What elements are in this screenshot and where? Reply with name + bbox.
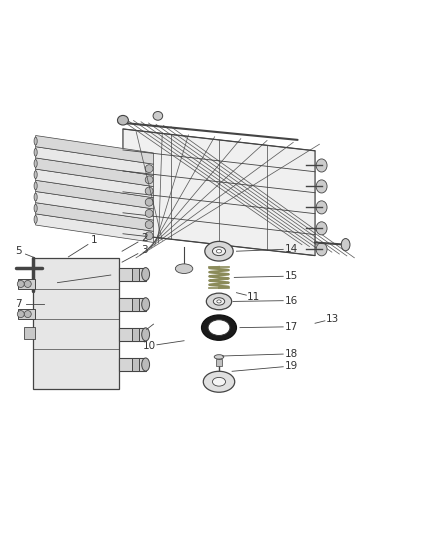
Polygon shape: [35, 214, 153, 243]
Polygon shape: [35, 169, 153, 198]
Ellipse shape: [142, 268, 150, 281]
Text: 9: 9: [137, 329, 144, 339]
Circle shape: [17, 280, 24, 287]
Ellipse shape: [316, 222, 327, 235]
Polygon shape: [123, 129, 315, 256]
Polygon shape: [35, 191, 153, 220]
Text: 5: 5: [15, 246, 21, 256]
Polygon shape: [35, 158, 153, 187]
Text: 17: 17: [284, 322, 298, 332]
FancyBboxPatch shape: [119, 328, 146, 341]
Ellipse shape: [316, 243, 327, 256]
FancyBboxPatch shape: [24, 327, 35, 339]
FancyBboxPatch shape: [18, 309, 35, 319]
FancyBboxPatch shape: [119, 268, 146, 281]
Text: 14: 14: [284, 244, 298, 254]
Ellipse shape: [117, 116, 128, 125]
Ellipse shape: [206, 293, 232, 310]
Text: 13: 13: [326, 314, 339, 324]
Ellipse shape: [316, 159, 327, 172]
Ellipse shape: [175, 264, 193, 273]
Ellipse shape: [205, 241, 233, 261]
Ellipse shape: [34, 193, 37, 201]
Text: 18: 18: [284, 349, 298, 359]
Text: 11: 11: [247, 292, 261, 302]
Ellipse shape: [212, 247, 226, 256]
Circle shape: [24, 311, 31, 318]
Ellipse shape: [201, 315, 237, 340]
Ellipse shape: [153, 111, 162, 120]
Ellipse shape: [216, 249, 222, 253]
Text: 4: 4: [115, 269, 122, 279]
Ellipse shape: [208, 320, 230, 335]
Text: 1: 1: [91, 235, 98, 245]
Ellipse shape: [213, 298, 225, 305]
Polygon shape: [35, 147, 153, 175]
Text: 19: 19: [284, 361, 298, 371]
Ellipse shape: [341, 239, 350, 251]
Polygon shape: [35, 180, 153, 209]
FancyBboxPatch shape: [18, 279, 35, 289]
FancyBboxPatch shape: [216, 359, 222, 366]
Ellipse shape: [145, 187, 153, 195]
Ellipse shape: [142, 298, 150, 311]
Ellipse shape: [34, 137, 37, 145]
Ellipse shape: [34, 215, 37, 223]
Circle shape: [24, 280, 31, 287]
Ellipse shape: [145, 165, 153, 173]
Text: 3: 3: [141, 245, 148, 255]
Ellipse shape: [212, 377, 226, 386]
Ellipse shape: [145, 209, 153, 217]
FancyBboxPatch shape: [132, 298, 139, 311]
FancyBboxPatch shape: [132, 268, 139, 281]
Ellipse shape: [142, 328, 150, 341]
Ellipse shape: [217, 300, 221, 303]
FancyBboxPatch shape: [119, 358, 146, 371]
FancyBboxPatch shape: [119, 298, 146, 311]
Ellipse shape: [145, 232, 153, 240]
Ellipse shape: [316, 201, 327, 214]
Text: 15: 15: [284, 271, 298, 281]
Ellipse shape: [203, 372, 235, 392]
Ellipse shape: [145, 198, 153, 206]
Ellipse shape: [34, 159, 37, 167]
Circle shape: [17, 311, 24, 318]
FancyBboxPatch shape: [33, 258, 119, 389]
Polygon shape: [35, 135, 153, 164]
FancyBboxPatch shape: [132, 358, 139, 371]
Ellipse shape: [214, 354, 224, 359]
Text: 7: 7: [15, 298, 21, 309]
Ellipse shape: [34, 148, 37, 156]
Text: 2: 2: [141, 233, 148, 243]
Text: 10: 10: [143, 341, 155, 351]
Ellipse shape: [34, 171, 37, 179]
Polygon shape: [35, 203, 153, 231]
Ellipse shape: [34, 182, 37, 190]
Text: 16: 16: [284, 296, 298, 305]
Ellipse shape: [316, 180, 327, 193]
Ellipse shape: [145, 221, 153, 229]
Ellipse shape: [34, 204, 37, 212]
FancyBboxPatch shape: [132, 328, 139, 341]
Ellipse shape: [142, 358, 150, 371]
Ellipse shape: [145, 176, 153, 184]
